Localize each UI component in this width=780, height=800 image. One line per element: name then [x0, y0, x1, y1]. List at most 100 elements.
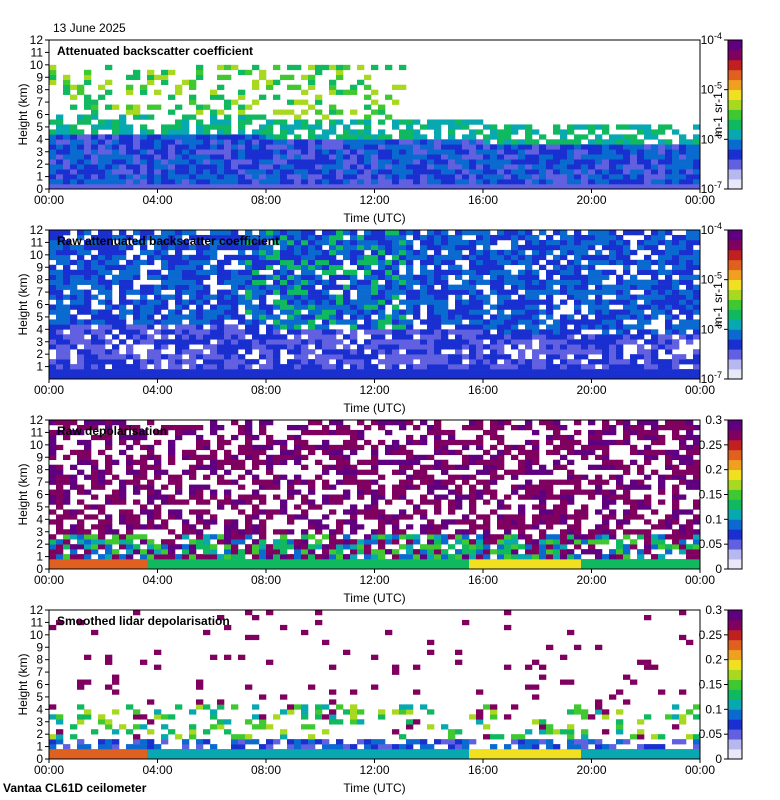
colorbar-tick-label: 0.15	[699, 488, 723, 502]
colorbar-tick-label: 0	[715, 752, 722, 766]
y-tick-label: 5	[36, 120, 43, 134]
x-tick-label: 00:00	[685, 193, 715, 207]
x-tick-label: 12:00	[359, 763, 389, 777]
y-tick-label: 6	[36, 488, 43, 502]
y-tick-label: 6	[36, 678, 43, 692]
colorbar: 10-710-610-510-4m-1 sr-1	[701, 31, 743, 196]
y-tick-label: 5	[36, 310, 43, 324]
x-tick-label: 16:00	[468, 383, 498, 397]
x-tick-label: 00:00	[34, 383, 64, 397]
x-tick-label: 16:00	[468, 193, 498, 207]
y-tick-label: 8	[36, 463, 43, 477]
y-tick-label: 0	[36, 752, 43, 766]
y-tick-label: 7	[36, 285, 43, 299]
panel-title: Attenuated backscatter coefficient	[57, 44, 253, 58]
y-axis-label: Height (km)	[16, 463, 30, 525]
x-tick-label: 04:00	[142, 573, 172, 587]
y-tick-label: 4	[36, 132, 43, 146]
y-tick-label: 2	[36, 727, 43, 741]
y-tick-label: 10	[30, 628, 44, 642]
y-tick-label: 3	[36, 335, 43, 349]
x-tick-label: 08:00	[251, 573, 281, 587]
panel-title: Smoothed lidar depolarisation	[57, 614, 230, 628]
y-tick-label: 1	[36, 360, 43, 374]
plot-date: 13 June 2025	[53, 21, 126, 35]
y-tick-label: 12	[30, 413, 44, 427]
colorbar-tick-label: 0.3	[705, 603, 722, 617]
colorbar-tick-label: 0	[715, 562, 722, 576]
x-tick-label: 08:00	[251, 193, 281, 207]
y-tick-label: 11	[31, 45, 44, 59]
y-tick-label: 0	[36, 562, 43, 576]
x-axis-label: Time (UTC)	[343, 401, 405, 415]
y-tick-label: 3	[36, 145, 43, 159]
y-tick-label: 8	[36, 653, 43, 667]
x-tick-label: 00:00	[34, 763, 64, 777]
y-tick-label: 9	[36, 450, 43, 464]
y-tick-label: 8	[36, 83, 43, 97]
y-tick-label: 2	[36, 537, 43, 551]
x-tick-label: 16:00	[468, 573, 498, 587]
colorbar-tick-label: 0.3	[705, 413, 722, 427]
y-tick-label: 10	[30, 438, 44, 452]
x-tick-label: 20:00	[576, 383, 606, 397]
y-tick-label: 12	[30, 603, 44, 617]
x-tick-label: 00:00	[685, 763, 715, 777]
x-tick-label: 00:00	[685, 383, 715, 397]
x-tick-label: 04:00	[142, 193, 172, 207]
y-tick-label: 0	[36, 182, 43, 196]
colorbar-tick-label: 0.25	[699, 628, 723, 642]
x-tick-label: 16:00	[468, 763, 498, 777]
y-tick-label: 4	[36, 322, 43, 336]
colorbar-tick-label: 0.1	[705, 702, 722, 716]
y-tick-label: 2	[36, 157, 43, 171]
colorbar-tick-label: 0.25	[699, 438, 723, 452]
y-tick-label: 10	[30, 58, 44, 72]
y-tick-label: 7	[36, 665, 43, 679]
x-tick-label: 12:00	[359, 383, 389, 397]
colorbar-tick-label: 0.05	[699, 537, 723, 551]
y-tick-label: 12	[30, 33, 44, 47]
heatmap-cells	[49, 230, 701, 380]
y-tick-label: 5	[36, 500, 43, 514]
y-tick-label: 3	[36, 525, 43, 539]
x-tick-label: 20:00	[576, 193, 606, 207]
y-axis-label: Height (km)	[16, 653, 30, 715]
y-axis-label: Height (km)	[16, 273, 30, 335]
heatmap-cells	[49, 64, 701, 190]
colorbar-tick-label: 0.15	[699, 678, 723, 692]
colorbar-tick-label: 0.05	[699, 727, 723, 741]
y-tick-label: 6	[36, 108, 43, 122]
y-axis-label: Height (km)	[16, 83, 30, 145]
y-tick-label: 6	[36, 298, 43, 312]
y-tick-label: 9	[36, 70, 43, 84]
y-tick-label: 2	[36, 347, 43, 361]
colorbar: 10-710-610-510-4m-1 sr-1	[701, 221, 743, 386]
y-tick-label: 11	[31, 615, 44, 629]
colorbar-unit: m-1 sr-1	[711, 282, 725, 327]
colorbar-tick-label: 0.2	[705, 653, 722, 667]
colorbar-tick-label: 10-7	[701, 370, 722, 386]
colorbar-tick-label: 0.2	[705, 463, 722, 477]
y-tick-label: 10	[30, 248, 44, 262]
panel-title: Raw attenuated backscatter coefficient	[57, 234, 279, 248]
y-tick-label: 1	[36, 170, 43, 184]
x-tick-label: 12:00	[359, 573, 389, 587]
colorbar: 0 0.05 0.1 0.15 0.2 0.25 0.3	[699, 603, 743, 766]
y-tick-label: 7	[36, 475, 43, 489]
y-tick-label: 9	[36, 260, 43, 274]
y-tick-label: 3	[36, 715, 43, 729]
panel-title: Raw depolarisation	[57, 424, 167, 438]
y-tick-label: 11	[31, 235, 44, 249]
colorbar: 0 0.05 0.1 0.15 0.2 0.25 0.3	[699, 413, 743, 576]
colorbar-tick-label: 10-7	[701, 180, 722, 196]
colorbar-unit: m-1 sr-1	[711, 92, 725, 137]
y-tick-label: 5	[36, 690, 43, 704]
y-tick-label: 12	[30, 223, 44, 237]
y-tick-label: 4	[36, 512, 43, 526]
x-axis-label: Time (UTC)	[343, 211, 405, 225]
